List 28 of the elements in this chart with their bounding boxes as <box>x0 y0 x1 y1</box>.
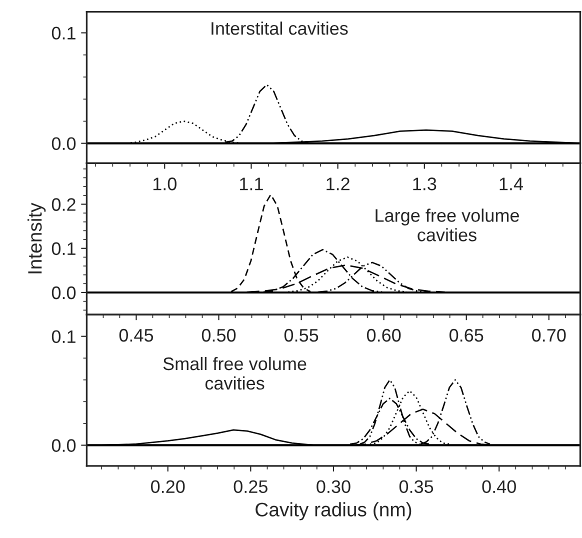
x-tick-label: 0.45 <box>119 328 154 342</box>
x-tick-label: 1.1 <box>240 178 263 190</box>
x-tick-label: 0.20 <box>151 480 185 494</box>
x-tick-label: 0.50 <box>202 328 236 342</box>
x-tick-label: 0.40 <box>482 480 516 494</box>
x-tick-label: 0.30 <box>316 480 350 494</box>
text: Small free volume cavities <box>163 356 306 390</box>
x-tick-label: 0.70 <box>532 328 566 342</box>
y-tick-label: 0.0 <box>52 439 76 452</box>
x-tick-label: 1.0 <box>153 178 176 190</box>
y-tick-label: 0.0 <box>52 286 76 300</box>
chart-title: Interstital cavities <box>212 22 348 35</box>
x-tick-label: 0.60 <box>366 328 401 342</box>
y-tick-label: 0.0 <box>52 137 76 150</box>
y-tick-label: 0.1 <box>52 330 76 344</box>
x-tick-label: 0.35 <box>399 480 434 494</box>
y-tick-label: 0.2 <box>52 198 76 211</box>
y-axis-title: Intensity <box>28 202 46 274</box>
y-tick-label: 0.1 <box>52 242 76 256</box>
x-tick-label: 0.55 <box>284 328 318 342</box>
x-axis-title: Cavity radius (nm) <box>256 502 412 520</box>
x-tick-label: 1.2 <box>326 178 350 190</box>
y-tick-label: 0.1 <box>52 26 76 40</box>
x-tick-label: 1.4 <box>500 178 524 190</box>
text: Large free volume cavities <box>376 208 519 242</box>
x-tick-label: 0.25 <box>234 480 268 494</box>
x-tick-label: 1.3 <box>413 178 436 190</box>
x-tick-label: 0.65 <box>449 328 484 342</box>
